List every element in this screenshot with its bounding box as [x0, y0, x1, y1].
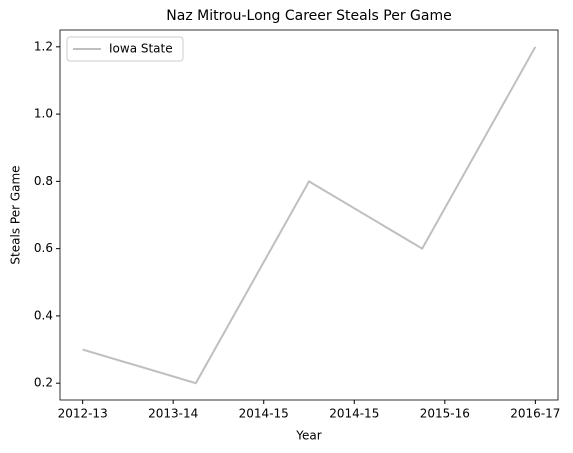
x-axis-label: Year — [295, 429, 321, 443]
y-tick-label: 0.2 — [34, 376, 53, 390]
x-tick-label: 2014-15 — [329, 407, 379, 421]
y-tick-label: 1.0 — [34, 107, 53, 121]
y-tick-label: 0.4 — [34, 308, 53, 322]
x-tick-label: 2015-16 — [420, 407, 470, 421]
x-tick-label: 2013-14 — [148, 407, 198, 421]
chart-title: Naz Mitrou-Long Career Steals Per Game — [166, 8, 451, 24]
plot-frame — [59, 29, 559, 401]
legend-box — [66, 36, 184, 62]
x-tick-label: 2012-13 — [58, 407, 108, 421]
y-tick-label: 0.8 — [34, 174, 53, 188]
y-axis-label: Steals Per Game — [9, 165, 23, 264]
legend-label: Iowa State — [109, 42, 173, 56]
line — [82, 46, 537, 385]
x-tick-label: 2016-17 — [510, 407, 560, 421]
y-tick-label: 0.6 — [34, 241, 53, 255]
x-tick-label: 2014-15 — [239, 407, 289, 421]
y-tick-label: 1.2 — [34, 39, 53, 53]
